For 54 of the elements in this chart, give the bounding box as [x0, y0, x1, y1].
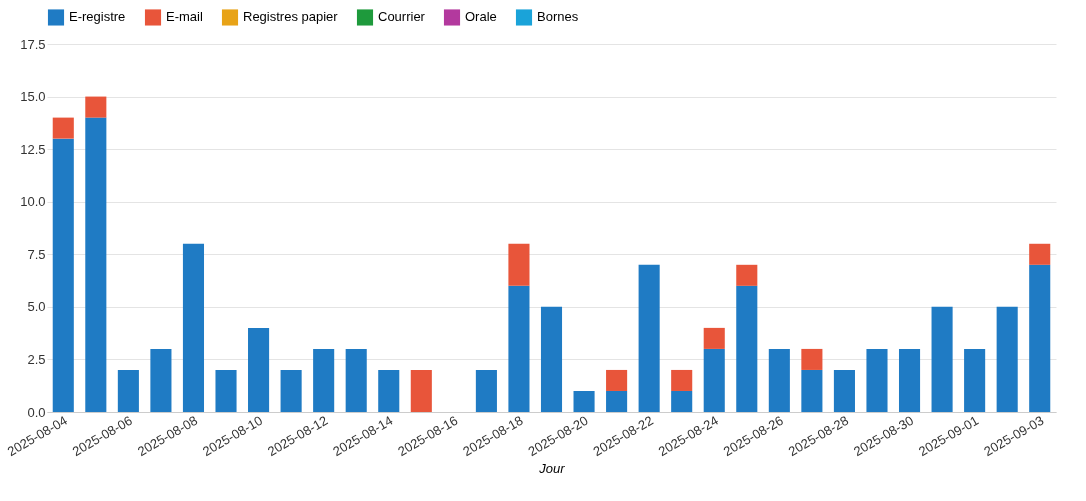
bar: [150, 348, 172, 412]
bar: [182, 243, 205, 412]
bar: [703, 348, 725, 412]
legend-label: Registres papier: [243, 9, 339, 25]
bar: [671, 390, 693, 412]
bar: [801, 369, 823, 412]
bar: [833, 369, 855, 412]
bar: [248, 327, 270, 412]
bar: [801, 348, 823, 370]
bar: [85, 96, 107, 118]
bar: [736, 285, 758, 412]
bar: [508, 243, 530, 286]
bar: [866, 348, 888, 412]
bar: [573, 390, 595, 412]
y-tick-label: 0.0: [27, 404, 46, 420]
y-tick-label: 5.0: [27, 299, 46, 315]
bar: [52, 138, 74, 412]
y-tick-label: 15.0: [20, 89, 46, 105]
bar: [378, 369, 400, 412]
bar: [606, 369, 628, 391]
bar: [1029, 264, 1051, 412]
legend-label: Bornes: [537, 9, 579, 25]
bar: [410, 369, 432, 412]
bar: [931, 306, 953, 412]
bar: [215, 369, 237, 412]
y-tick-label: 12.5: [20, 141, 46, 157]
bar: [736, 264, 758, 286]
bar: [313, 348, 335, 412]
bar: [768, 348, 790, 412]
x-axis-title: Jour: [538, 461, 566, 477]
bar: [280, 369, 302, 412]
bar: [540, 306, 563, 412]
bar: [996, 306, 1018, 412]
legend-label: Courrier: [378, 9, 426, 25]
bar: [606, 390, 628, 412]
bar: [508, 285, 530, 412]
y-tick-label: 2.5: [27, 351, 46, 367]
bar: [85, 117, 107, 412]
bar: [964, 348, 986, 412]
legend-label: Orale: [465, 9, 497, 25]
bar: [1029, 243, 1051, 265]
y-tick-label: 10.0: [20, 194, 46, 210]
y-tick-label: 7.5: [27, 246, 46, 262]
legend-label: E-mail: [166, 9, 203, 25]
bar: [117, 369, 139, 412]
bar: [475, 369, 497, 412]
bar: [345, 348, 367, 412]
bar: [638, 264, 660, 412]
bar: [671, 369, 693, 391]
bar: [703, 327, 725, 349]
bar: [52, 117, 74, 139]
bar: [898, 348, 921, 412]
y-tick-label: 17.5: [20, 36, 46, 52]
legend-label: E-registre: [69, 9, 126, 25]
